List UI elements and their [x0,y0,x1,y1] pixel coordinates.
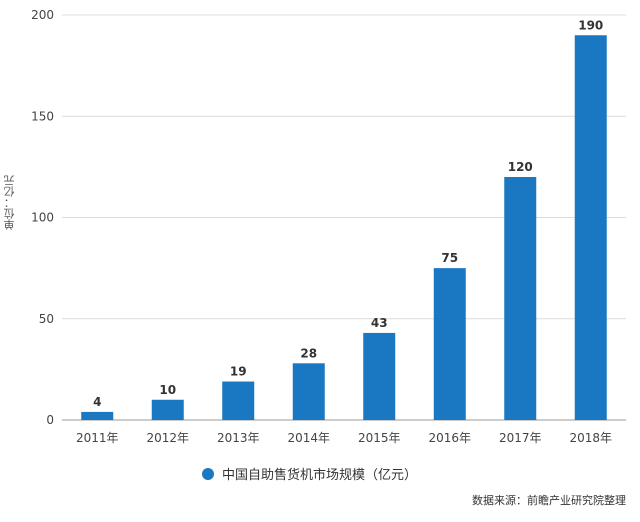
legend-label: 中国自助售货机市场规模（亿元） [222,468,418,483]
bar [363,332,396,420]
x-tick-label: 2017年 [499,431,542,445]
x-tick-labels: 2011年 2012年 2013年 2014年 2015年 2016年 2017年 2018年 [76,431,612,445]
bars [81,35,607,420]
data-label: 120 [508,160,533,174]
x-tick-label: 2016年 [428,431,471,445]
y-tick-label: 0 [46,413,54,427]
y-tick-label: 150 [31,109,54,123]
bar [151,399,184,420]
y-tick-label: 50 [39,312,54,326]
x-tick-label: 2012年 [146,431,189,445]
data-labels: 4 10 19 28 43 75 120 190 [93,18,603,409]
y-tick-label: 200 [31,8,54,22]
bar [222,381,255,420]
data-label: 43 [371,316,388,330]
bar [504,177,537,420]
bar [81,411,114,420]
data-label: 4 [93,395,101,409]
bar [433,268,466,420]
legend: 中国自助售货机市场规模（亿元） [202,464,417,483]
x-tick-label: 2011年 [76,431,119,445]
y-tick-labels: 0 50 100 150 200 [31,8,54,427]
data-label: 19 [230,365,247,379]
source-note: 数据来源：前瞻产业研究院整理 [472,494,626,507]
data-label: 190 [578,18,603,32]
y-axis-label: 单位：亿元 [3,175,16,230]
bar [292,363,325,420]
legend-marker [202,467,214,480]
y-tick-label: 100 [31,211,54,225]
data-label: 75 [441,251,458,265]
x-tick-label: 2018年 [569,431,612,445]
x-tick-label: 2015年 [358,431,401,445]
data-label: 10 [159,383,176,397]
grid-lines [62,14,626,421]
bar [574,35,607,420]
data-label: 28 [300,346,317,360]
x-tick-label: 2013年 [217,431,260,445]
x-tick-label: 2014年 [287,431,330,445]
